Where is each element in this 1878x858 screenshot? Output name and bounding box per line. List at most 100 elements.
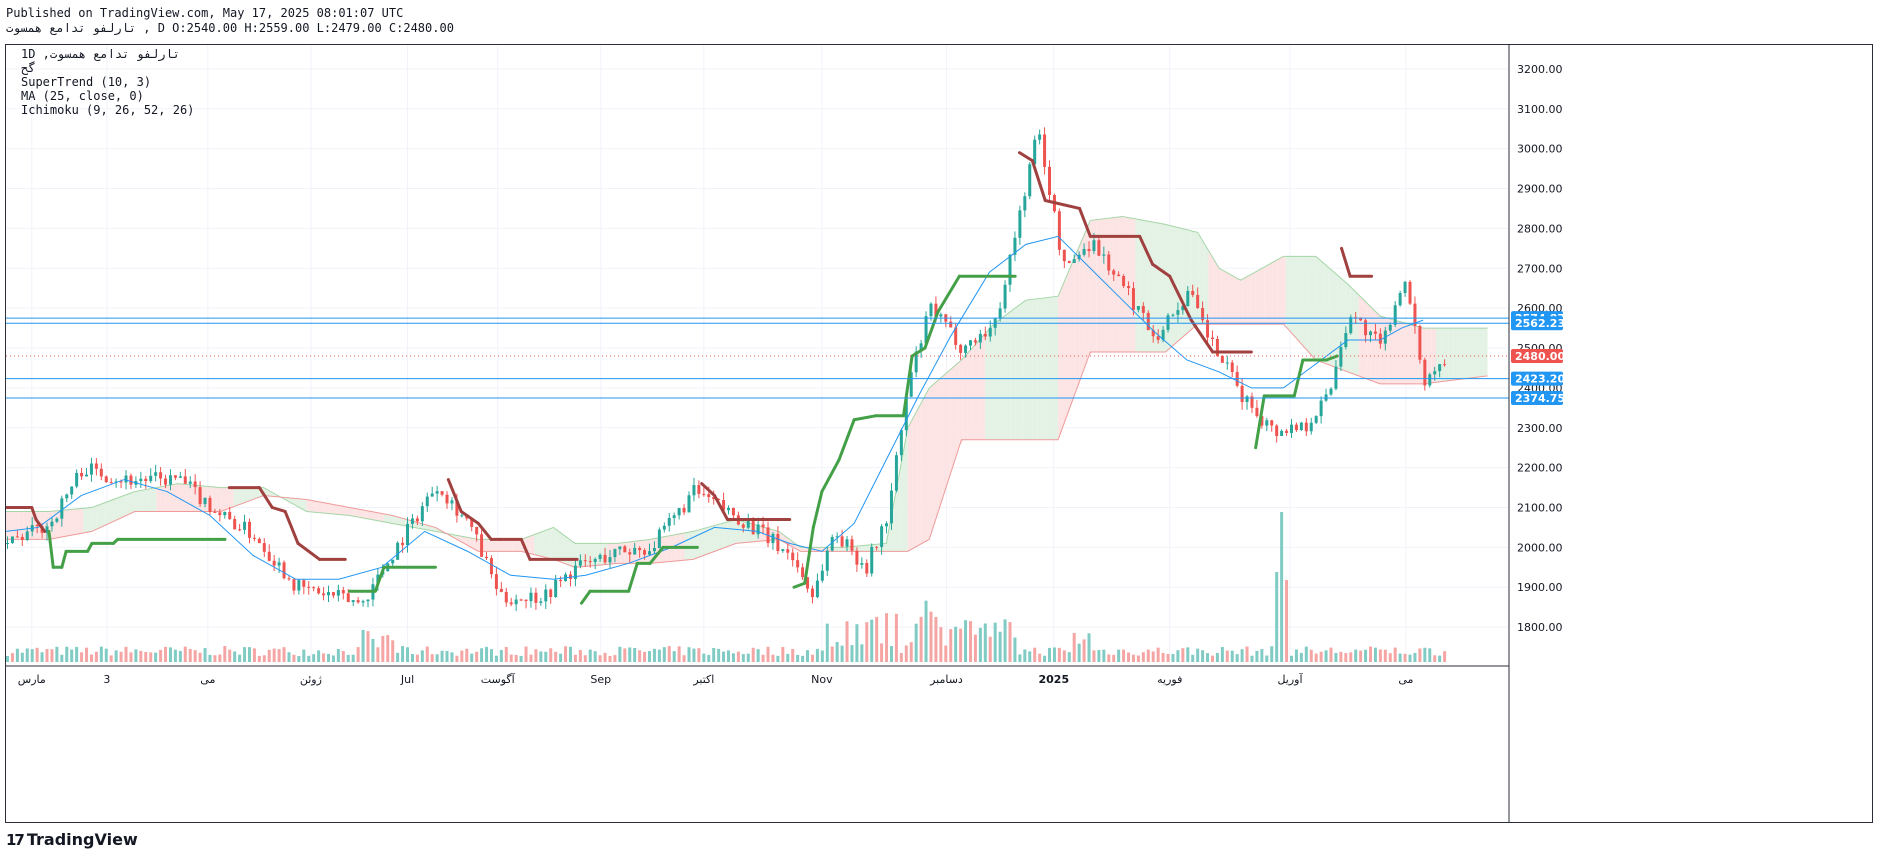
candle-body (643, 550, 647, 555)
volume-bar (262, 655, 266, 662)
cloud-segment (933, 380, 938, 527)
volume-bar (149, 652, 153, 662)
volume-bar (391, 640, 395, 662)
cloud-segment (358, 509, 363, 518)
candle-body (934, 303, 938, 317)
cloud-segment (156, 486, 161, 512)
cloud-segment (267, 489, 273, 497)
cloud-segment (1461, 328, 1467, 380)
cloud-segment (491, 539, 496, 552)
volume-bar (583, 655, 587, 662)
cloud-segment (542, 529, 548, 558)
legend-exchange: گح (21, 61, 36, 75)
candle-body (391, 559, 395, 564)
volume-bar (45, 649, 49, 662)
cloud-segment (121, 494, 127, 518)
volume-bar (346, 654, 350, 662)
cloud-segment (465, 537, 470, 547)
legend-ma[interactable]: MA (25, close, 0) (21, 89, 144, 103)
candle-body (1393, 305, 1397, 325)
volume-bar (30, 649, 34, 662)
candle-body (1359, 317, 1363, 321)
volume-bar (870, 619, 874, 662)
volume-bar (238, 654, 242, 662)
supertrend-up-segment (820, 458, 841, 494)
cloud-segment (864, 544, 870, 552)
candle-body (539, 601, 543, 603)
volume-bar (124, 646, 128, 662)
candle-body (1250, 396, 1254, 408)
candle-body (731, 507, 735, 516)
volume-bar (40, 652, 44, 662)
volume-bar (1156, 647, 1160, 662)
volume-bar (247, 647, 251, 662)
cloud-segment (1002, 314, 1007, 440)
candle-body (460, 515, 464, 517)
candle-body (1161, 329, 1165, 340)
candle-body (1329, 388, 1333, 395)
volume-bar (1127, 652, 1131, 662)
volume-bar (139, 650, 143, 662)
supertrend-down-segment (30, 506, 38, 521)
cloud-segment (1341, 278, 1346, 372)
price-chart[interactable]: 1800.00 1900.00 2000.00 2100.00 2200.00 2300.… (6, 45, 1872, 822)
supertrend-up-segment (627, 561, 639, 593)
supertrend-down-segment (1340, 246, 1352, 278)
cloud-segment (143, 489, 148, 512)
cloud-segment (899, 450, 904, 552)
volume-bar (717, 648, 721, 662)
candle-body (741, 524, 745, 528)
chart-frame[interactable]: 1800.00 1900.00 2000.00 2100.00 2200.00 2300.… (5, 44, 1873, 823)
volume-bar (781, 647, 785, 662)
legend-ichimoku[interactable]: Ichimoku (9, 26, 52, 26) (21, 103, 195, 117)
candle-body (159, 472, 163, 479)
supertrend-up-segment (1292, 358, 1305, 398)
candle-body (60, 498, 64, 519)
cloud-segment (620, 542, 625, 564)
volume-bar (845, 621, 849, 662)
supertrend-down-segment (1189, 318, 1215, 354)
volume-bar (1280, 512, 1284, 662)
candle-body (1255, 407, 1259, 417)
cloud-segment (1427, 328, 1432, 384)
candle-body (494, 574, 498, 589)
candle-body (25, 531, 29, 540)
cloud-segment (250, 487, 256, 501)
candle-body (1275, 425, 1279, 436)
cloud-segment (1191, 230, 1196, 330)
cloud-segment (834, 547, 840, 552)
candle-body (1206, 320, 1210, 338)
horizontal-lines (6, 317, 1509, 399)
candle-body (578, 560, 582, 566)
candle-body (593, 558, 597, 563)
legend-supertrend[interactable]: SuperTrend (10, 3) (21, 75, 152, 89)
volume-bar (203, 648, 207, 662)
cloud-segment (233, 487, 238, 507)
candle-body (139, 478, 143, 482)
candle-body (786, 549, 790, 553)
candle-body (638, 547, 642, 551)
volume-bar (1206, 653, 1210, 662)
volume-bar (80, 652, 84, 662)
volume-bar (944, 645, 948, 662)
cloud-segment (1401, 322, 1406, 384)
candle-body (1280, 430, 1284, 436)
candle-body (1349, 317, 1353, 334)
candle-body (410, 518, 414, 524)
volume-bar (317, 650, 321, 662)
candle-body (652, 548, 656, 552)
volume-bar (598, 655, 602, 662)
volume-bar (1373, 647, 1377, 662)
volume-bar (1230, 650, 1234, 662)
volume-bar (1344, 653, 1348, 662)
cloud-segment (1466, 328, 1471, 379)
supertrend-up-segment (60, 549, 68, 569)
candle-body (1364, 320, 1368, 336)
cloud-segment (14, 511, 19, 540)
candle-body (677, 507, 681, 516)
candle-body (1423, 359, 1427, 386)
cloud-segment (1242, 276, 1248, 325)
candle-body (544, 589, 548, 602)
cloud-segment (289, 497, 294, 505)
candle-body (267, 551, 271, 561)
